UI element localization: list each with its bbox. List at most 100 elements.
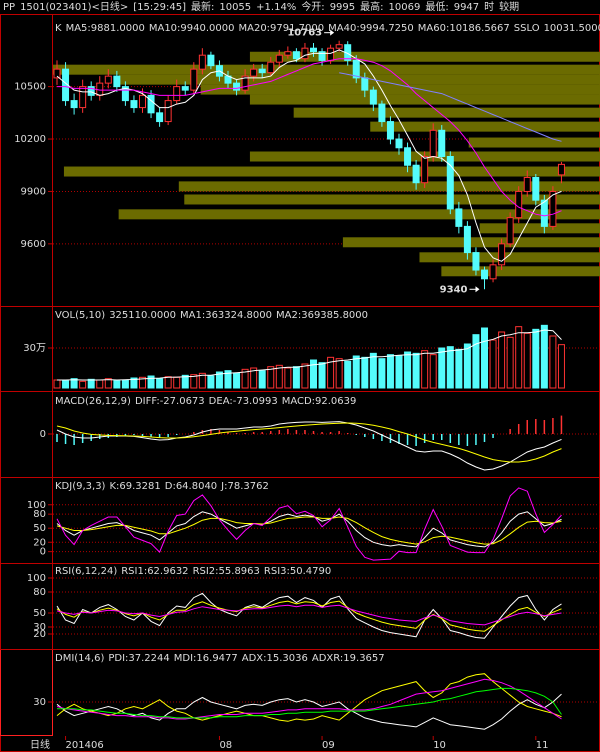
legend-item: RSI3:50.4790 xyxy=(264,566,331,577)
volume-bar xyxy=(515,326,523,389)
candle-body xyxy=(301,47,309,60)
volume-bar xyxy=(181,374,189,389)
volume-bar xyxy=(70,378,78,389)
y-tick-label: 20 xyxy=(33,629,46,640)
y-tick-label: 30 xyxy=(33,697,46,708)
y-tick-label: 80 xyxy=(33,509,46,520)
volume-profile-bar xyxy=(293,107,600,118)
volume-profile-bar xyxy=(118,74,600,85)
candle-body xyxy=(506,217,514,245)
candle-body xyxy=(421,156,429,184)
volume-bar xyxy=(327,356,335,389)
volume-bar xyxy=(472,334,480,389)
legend-item: SSLO xyxy=(514,23,540,34)
x-tick-label: 201406 xyxy=(66,740,104,751)
legend-item: DIFF:-27.0673 xyxy=(135,396,205,407)
candle-body xyxy=(327,47,335,61)
candle-body xyxy=(361,77,369,91)
candle-body xyxy=(173,86,181,102)
candle-body xyxy=(164,100,172,123)
indicator-line xyxy=(56,592,562,639)
volume-bar xyxy=(62,380,70,389)
legend-item: RSI(6,12,24) xyxy=(55,566,117,577)
candle-body xyxy=(352,59,360,79)
indicator-line xyxy=(339,72,562,142)
candle-body xyxy=(113,75,121,88)
indicator-line xyxy=(56,604,562,626)
volume-profile-bar xyxy=(342,237,600,248)
candle-body xyxy=(79,86,87,109)
volume-bar xyxy=(463,343,471,389)
volume-bar xyxy=(96,379,104,389)
y-tick-label: 10200 xyxy=(14,134,46,145)
candle-body xyxy=(549,190,557,227)
volume-bar xyxy=(156,378,164,389)
volume-bar xyxy=(540,324,548,389)
header-item: 10069 xyxy=(389,2,421,13)
candle-body xyxy=(335,44,343,49)
y-tick-label: 0 xyxy=(40,429,46,440)
volume-profile-bar xyxy=(370,121,600,132)
legend-item: RSI1:62.9632 xyxy=(121,566,188,577)
volume-bar xyxy=(241,368,249,389)
volume-bar xyxy=(87,378,95,389)
y-tick-label: 0 xyxy=(40,547,46,558)
candle-body xyxy=(104,75,112,84)
y-tick-label: 20 xyxy=(33,537,46,548)
volume-profile-bar xyxy=(249,94,600,105)
indicator-line xyxy=(56,511,562,548)
annotation: 9340 xyxy=(440,284,468,295)
volume-bar xyxy=(378,358,386,389)
volume-bar xyxy=(267,366,275,389)
candle-body xyxy=(241,75,249,91)
volume-bar xyxy=(173,376,181,389)
volume-bar xyxy=(147,375,155,389)
selected-panel-box xyxy=(0,649,53,736)
candle-body xyxy=(207,54,215,67)
candle-body xyxy=(147,94,155,114)
candle-body xyxy=(267,61,275,74)
candle-body xyxy=(53,68,61,79)
volume-bar xyxy=(506,336,514,389)
candle-body xyxy=(429,129,437,158)
x-tick-label: 08 xyxy=(219,740,232,751)
legend-item: DMI(14,6) xyxy=(55,653,104,664)
y-tick-label: 30万 xyxy=(23,343,46,354)
y-tick-label: 100 xyxy=(27,573,46,584)
legend-item: VOL(5,10) xyxy=(55,310,105,321)
volume-bar xyxy=(258,370,266,389)
candle-body xyxy=(472,252,480,271)
y-tick-label: 80 xyxy=(33,587,46,598)
volume-profile-bar xyxy=(479,223,600,234)
header-item: +1.14% xyxy=(256,2,296,13)
x-tick-label: 11 xyxy=(536,740,549,751)
volume-bar xyxy=(523,332,531,389)
annotation: 10763 xyxy=(287,28,322,39)
indicator-line xyxy=(56,516,562,545)
indicator-line xyxy=(57,687,562,719)
volume-bar xyxy=(139,376,146,389)
y-tick-label: 9900 xyxy=(21,186,46,197)
volume-bar xyxy=(190,374,198,389)
candle-body xyxy=(515,190,523,219)
candle-body xyxy=(386,121,394,140)
volume-bar xyxy=(361,356,369,389)
annotation-arrowhead xyxy=(475,286,480,293)
legend-item: K:69.3281 xyxy=(109,481,160,492)
header-item: 10055 xyxy=(219,2,251,13)
header-item: 较期 xyxy=(499,0,519,13)
candle-body xyxy=(438,129,446,158)
header-item: 今开: xyxy=(301,0,324,13)
volume-profile-bar xyxy=(184,194,600,205)
legend-item: 325110.0000 xyxy=(109,310,176,321)
header-item: 最新: xyxy=(191,0,214,13)
volume-bar xyxy=(369,352,377,389)
legend-item: MACD(26,12,9) xyxy=(55,396,131,407)
volume-profile-bar xyxy=(178,181,600,192)
legend-item: MA5:9881.0000 xyxy=(66,23,145,34)
x-tick-label: 10 xyxy=(433,740,446,751)
candle-body xyxy=(292,51,300,60)
volume-bar xyxy=(164,376,172,389)
x-axis-label: 日线 xyxy=(30,738,50,751)
candle-body xyxy=(498,243,506,266)
